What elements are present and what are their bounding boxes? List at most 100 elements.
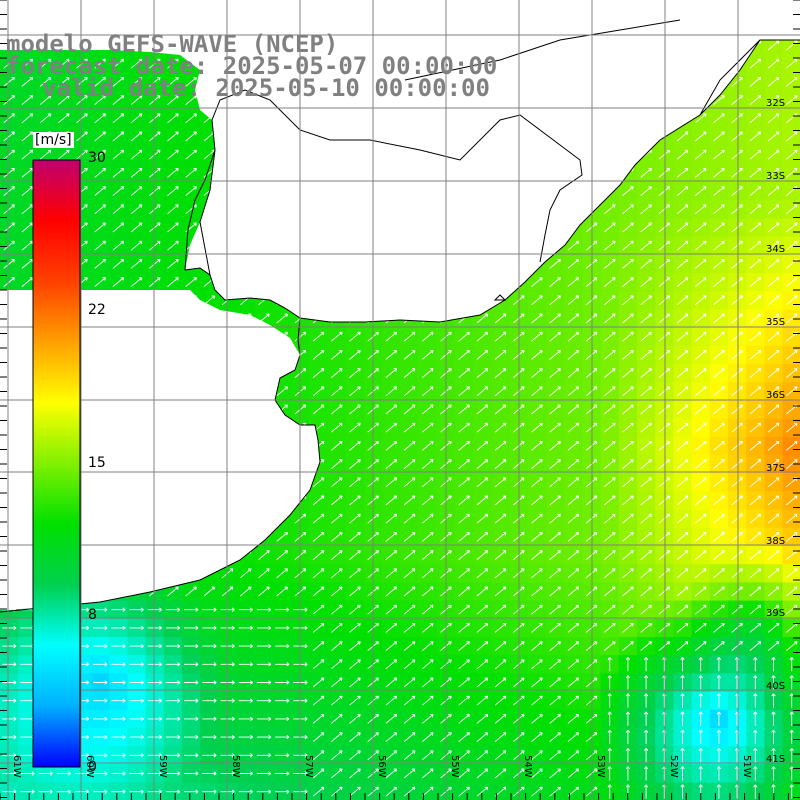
wind-arrow bbox=[422, 368, 434, 378]
land-mass bbox=[0, 0, 800, 322]
wind-arrow bbox=[331, 386, 343, 397]
wind-arrow bbox=[476, 513, 489, 524]
wind-arrow bbox=[531, 695, 543, 706]
wind-arrow bbox=[458, 422, 470, 433]
wind-arrow bbox=[698, 693, 703, 708]
wind-arrow bbox=[130, 76, 143, 87]
wind-arrow bbox=[658, 277, 671, 287]
wind-arrow bbox=[184, 734, 199, 740]
wind-arrow bbox=[622, 477, 634, 488]
wind-arrow bbox=[184, 753, 199, 758]
latitude-label: 41S bbox=[766, 754, 785, 765]
wind-arrow bbox=[422, 568, 434, 579]
wind-arrow bbox=[202, 643, 217, 649]
wind-arrow bbox=[549, 550, 561, 560]
latitude-label: 39S bbox=[766, 608, 785, 619]
wind-arrow bbox=[695, 531, 707, 542]
wind-arrow bbox=[786, 513, 798, 524]
wind-arrow bbox=[38, 789, 53, 794]
wind-arrow bbox=[458, 695, 470, 706]
wind-arrow bbox=[604, 331, 616, 342]
latitude-label: 35S bbox=[766, 317, 785, 328]
wind-arrow bbox=[713, 131, 725, 142]
wind-arrow bbox=[21, 76, 34, 87]
wind-arrow bbox=[767, 622, 780, 633]
wind-arrow bbox=[695, 186, 707, 196]
wind-arrow bbox=[458, 713, 470, 724]
wind-arrow bbox=[185, 131, 197, 142]
wind-arrow bbox=[625, 675, 631, 690]
wind-arrow bbox=[149, 240, 161, 251]
wind-arrow bbox=[749, 331, 762, 342]
wind-arrow bbox=[789, 729, 794, 745]
wind-arrow bbox=[640, 404, 652, 415]
wind-arrow bbox=[58, 149, 70, 160]
wind-arrow bbox=[202, 789, 217, 794]
wind-arrow bbox=[604, 258, 616, 269]
wind-arrow bbox=[422, 513, 434, 524]
wind-arrow bbox=[275, 680, 290, 685]
wind-arrow bbox=[76, 113, 88, 124]
wind-arrow bbox=[165, 643, 181, 649]
wind-arrow bbox=[149, 76, 161, 87]
wind-arrow bbox=[58, 95, 70, 105]
wind-arrow bbox=[658, 586, 671, 597]
wind-arrow bbox=[111, 734, 126, 740]
wind-arrow bbox=[786, 76, 798, 87]
wind-arrow bbox=[94, 76, 106, 87]
wind-arrow bbox=[658, 386, 671, 397]
longitude-label: 53W bbox=[595, 755, 606, 778]
wind-arrow bbox=[731, 277, 743, 287]
wind-arrow bbox=[458, 459, 470, 469]
wind-arrow bbox=[625, 657, 631, 672]
wind-arrow bbox=[676, 186, 689, 196]
wind-arrow bbox=[385, 404, 398, 415]
wind-arrow bbox=[622, 586, 634, 597]
wind-arrow bbox=[167, 258, 179, 269]
wind-arrow bbox=[422, 440, 434, 451]
wind-arrow bbox=[2, 680, 17, 685]
wind-arrow bbox=[494, 477, 507, 488]
wind-arrow bbox=[604, 240, 616, 251]
wind-arrow bbox=[767, 95, 780, 105]
wind-arrow bbox=[2, 753, 17, 758]
latitude-label: 32S bbox=[766, 98, 785, 109]
wind-arrow bbox=[111, 662, 126, 667]
wind-arrow bbox=[749, 240, 762, 251]
wind-arrow bbox=[698, 711, 703, 726]
wind-arrow bbox=[458, 404, 470, 415]
wind-arrow bbox=[167, 167, 179, 178]
longitude-label: 59W bbox=[157, 755, 168, 778]
wind-arrow bbox=[476, 768, 489, 779]
wind-arrow bbox=[604, 513, 616, 524]
wind-arrow bbox=[458, 513, 470, 524]
wind-arrow bbox=[731, 295, 743, 306]
wind-arrow bbox=[640, 386, 652, 397]
wind-arrow bbox=[184, 643, 199, 649]
wind-arrow bbox=[94, 240, 106, 251]
wind-arrow bbox=[312, 604, 325, 615]
wind-arrow bbox=[38, 771, 53, 776]
wind-arrow bbox=[403, 477, 416, 488]
wind-arrow bbox=[607, 657, 612, 672]
wind-arrow bbox=[202, 607, 217, 612]
wind-arrow bbox=[786, 386, 798, 397]
wind-arrow bbox=[531, 386, 543, 397]
wind-arrow bbox=[165, 789, 181, 794]
wind-arrow bbox=[643, 657, 649, 672]
wind-arrow bbox=[713, 331, 725, 342]
wind-arrow bbox=[74, 771, 90, 776]
longitude-label: 52W bbox=[668, 755, 679, 778]
wind-arrow bbox=[698, 729, 703, 745]
wind-arrow bbox=[3, 258, 15, 269]
wind-arrow bbox=[458, 349, 470, 360]
wind-arrow bbox=[567, 477, 580, 488]
wind-arrow bbox=[185, 586, 197, 597]
wind-arrow bbox=[256, 753, 272, 758]
longitude-label: 51W bbox=[741, 755, 752, 778]
wind-arrow bbox=[731, 513, 743, 524]
wind-arrow bbox=[165, 716, 181, 722]
wind-arrow bbox=[458, 641, 470, 651]
wind-arrow bbox=[312, 568, 325, 579]
wind-arrow bbox=[258, 568, 270, 579]
